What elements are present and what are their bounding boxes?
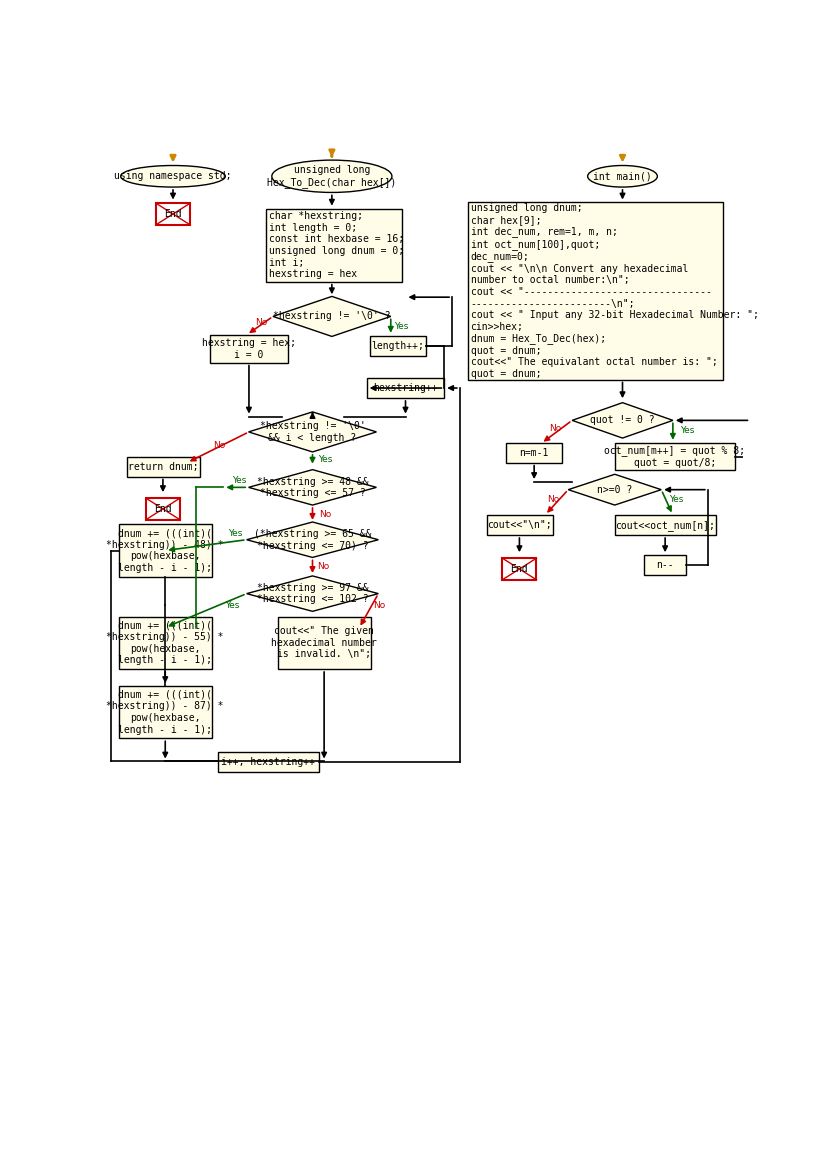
Text: dnum += (((int)(
*hexstring)) - 48) *
pow(hexbase,
length - i - 1);: dnum += (((int)( *hexstring)) - 48) * po… <box>107 528 224 572</box>
Text: hexstring++: hexstring++ <box>373 383 438 394</box>
Text: *hexstring != '\0'
&& i < length ?: *hexstring != '\0' && i < length ? <box>259 421 365 442</box>
Polygon shape <box>247 576 378 612</box>
Text: n--: n-- <box>657 560 674 570</box>
Bar <box>119 525 211 577</box>
Text: Yes: Yes <box>394 322 408 331</box>
Text: No: No <box>547 496 559 504</box>
Text: oct_num[m++] = quot % 8;
quot = quot/8;: oct_num[m++] = quot % 8; quot = quot/8; <box>605 446 745 468</box>
Text: n>=0 ?: n>=0 ? <box>597 484 633 495</box>
Polygon shape <box>273 296 391 337</box>
Bar <box>502 558 536 579</box>
Text: (*hexstring >= 65 &&
*hexstring <= 70) ?: (*hexstring >= 65 && *hexstring <= 70) ? <box>254 529 371 550</box>
Text: cout<<"\n";: cout<<"\n"; <box>487 520 552 531</box>
Polygon shape <box>568 475 662 505</box>
Text: No: No <box>213 441 225 450</box>
Bar <box>367 378 444 398</box>
Text: quot != 0 ?: quot != 0 ? <box>591 416 655 425</box>
Polygon shape <box>572 403 673 438</box>
Text: dnum += (((int)(
*hexstring)) - 55) *
pow(hexbase,
length - i - 1);: dnum += (((int)( *hexstring)) - 55) * po… <box>107 620 224 665</box>
Text: End: End <box>164 209 182 219</box>
Text: int main(): int main() <box>593 172 652 181</box>
Text: dnum += (((int)(
*hexstring)) - 87) *
pow(hexbase,
length - i - 1);: dnum += (((int)( *hexstring)) - 87) * po… <box>107 690 224 735</box>
Bar <box>156 203 190 225</box>
Text: *hexstring != '\0' ?: *hexstring != '\0' ? <box>273 311 391 322</box>
Text: hexstring = hex;
i = 0: hexstring = hex; i = 0 <box>202 338 296 360</box>
Text: No: No <box>549 424 561 433</box>
Polygon shape <box>249 470 377 505</box>
Bar <box>266 209 401 282</box>
Text: cout<<" The given
hexadecimal number
is invalid. \n";: cout<<" The given hexadecimal number is … <box>271 626 377 659</box>
Text: length++;: length++; <box>372 340 425 351</box>
Text: char *hexstring;
int length = 0;
const int hexbase = 16;
unsigned long dnum = 0;: char *hexstring; int length = 0; const i… <box>269 211 404 279</box>
Text: No: No <box>319 510 331 519</box>
Bar <box>615 442 735 470</box>
Text: No: No <box>373 600 385 610</box>
Ellipse shape <box>121 166 225 187</box>
Text: Yes: Yes <box>228 529 242 538</box>
Text: unsigned long dnum;
char hex[9];
int dec_num, rem=1, m, n;
int oct_num[100],quot: unsigned long dnum; char hex[9]; int dec… <box>471 203 758 378</box>
Text: cout<<oct_num[n];: cout<<oct_num[n]; <box>615 520 715 531</box>
Text: i++, hexstring++: i++, hexstring++ <box>221 757 316 767</box>
Bar <box>278 616 371 669</box>
Bar <box>146 498 180 520</box>
Text: Yes: Yes <box>680 426 694 435</box>
Bar <box>506 442 562 463</box>
Text: End: End <box>510 564 529 574</box>
Text: End: End <box>154 504 172 514</box>
Bar <box>615 515 715 535</box>
Bar <box>468 202 724 380</box>
Text: using namespace std;: using namespace std; <box>114 172 232 181</box>
Text: return dnum;: return dnum; <box>128 462 198 471</box>
Bar <box>487 515 553 535</box>
Text: n=m-1: n=m-1 <box>520 448 548 457</box>
Bar <box>210 334 287 362</box>
Bar <box>119 616 211 669</box>
Text: Yes: Yes <box>318 455 332 464</box>
Text: *hexstring >= 48 &&
*hexstring <= 57 ?: *hexstring >= 48 && *hexstring <= 57 ? <box>257 476 368 498</box>
Polygon shape <box>247 522 378 557</box>
Bar <box>218 752 319 772</box>
Text: Yes: Yes <box>231 476 246 485</box>
Text: unsigned long
Hex_To_Dec(char hex[]): unsigned long Hex_To_Dec(char hex[]) <box>268 165 396 188</box>
Ellipse shape <box>272 160 392 193</box>
Polygon shape <box>249 412 377 452</box>
Text: No: No <box>255 318 268 327</box>
Bar <box>644 555 686 575</box>
Text: No: No <box>317 562 330 571</box>
Text: Yes: Yes <box>225 601 240 611</box>
Bar <box>126 456 200 476</box>
Text: Yes: Yes <box>670 496 684 504</box>
Ellipse shape <box>587 166 657 187</box>
Bar <box>370 336 425 355</box>
Text: *hexstring >= 97 &&
*hexstring <= 102 ?: *hexstring >= 97 && *hexstring <= 102 ? <box>257 583 368 605</box>
Bar <box>119 686 211 738</box>
